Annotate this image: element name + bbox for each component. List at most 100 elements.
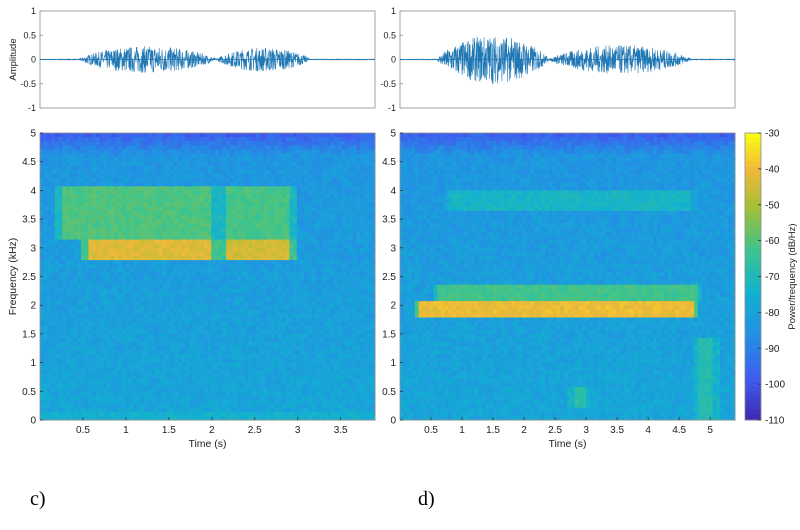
spectrogram-c-cell xyxy=(73,133,78,138)
spectrogram-c-cell xyxy=(293,313,298,318)
spectrogram-c-cell xyxy=(103,309,108,314)
spectrogram-c-cell xyxy=(248,288,253,294)
spectrogram-c-cell xyxy=(192,329,197,335)
spectrogram-c-cell xyxy=(222,399,227,404)
spectrogram-c-cell xyxy=(51,280,56,286)
spectrogram-c-cell xyxy=(95,297,100,302)
spectrogram-c-cell xyxy=(188,194,194,199)
spectrogram-c-cell xyxy=(84,387,89,392)
spectrogram-c-cell xyxy=(84,297,89,302)
spectrogram-c-cell xyxy=(281,333,287,339)
spectrogram-c-cell xyxy=(69,186,74,191)
spectrogram-c-cell xyxy=(155,219,160,224)
spectrogram-c-cell xyxy=(207,415,212,421)
spectrogram-c-cell xyxy=(47,202,52,208)
spectrogram-c-cell xyxy=(185,231,190,236)
spectrogram-c-cell xyxy=(267,133,272,138)
spectrogram-c-cell xyxy=(54,333,60,339)
spectrogram-c-cell xyxy=(218,260,223,265)
spectrogram-c-cell xyxy=(222,379,227,384)
spectrogram-c-cell xyxy=(159,313,164,318)
spectrogram-c-cell xyxy=(77,321,82,327)
spectrogram-c-cell xyxy=(170,243,175,249)
spectrogram-c-cell xyxy=(51,370,56,376)
spectrogram-c-cell xyxy=(229,165,234,171)
spectrogram-c-cell xyxy=(99,280,104,286)
spectrogram-c-cell xyxy=(73,391,78,396)
spectrogram-c-cell xyxy=(192,370,197,376)
spectrogram-c-cell xyxy=(84,305,89,310)
spectrogram-c-cell xyxy=(43,383,48,388)
spectrogram-c-cell xyxy=(200,391,205,396)
spectrogram-c-cell xyxy=(118,219,123,224)
spectrogram-c-cell xyxy=(188,235,194,240)
spectrogram-c-cell xyxy=(62,301,67,306)
spectrogram-c-cell xyxy=(229,387,234,392)
spectrogram-c-cell xyxy=(69,407,74,413)
spectrogram-c-cell xyxy=(196,227,201,232)
spectrogram-c-cell xyxy=(237,157,242,163)
spectrogram-c-cell xyxy=(62,186,67,191)
spectrogram-c-cell xyxy=(267,198,272,204)
spectrogram-c-cell xyxy=(241,260,246,265)
spectrogram-c-cell xyxy=(241,280,246,286)
spectrogram-c-cell xyxy=(181,415,186,421)
spectrogram-c-cell xyxy=(92,325,97,331)
spectrogram-c-cell xyxy=(177,161,182,167)
spectrogram-c-cell xyxy=(293,333,298,339)
spectrogram-c-cell xyxy=(84,292,89,298)
spectrogram-c-cell xyxy=(296,161,301,167)
spectrogram-c-cell xyxy=(151,354,156,359)
spectrogram-c-cell xyxy=(270,260,275,265)
spectrogram-c-cell xyxy=(62,210,67,216)
spectrogram-c-cell xyxy=(66,194,71,199)
spectrogram-c-cell xyxy=(296,354,301,359)
spectrogram-c-cell xyxy=(211,264,216,269)
spectrogram-c-cell xyxy=(88,395,93,400)
spectrogram-c-cell xyxy=(133,415,138,421)
spectrogram-c-cell xyxy=(77,198,82,204)
spectrogram-c-cell xyxy=(66,227,71,232)
spectrogram-c-cell xyxy=(218,301,223,306)
spectrogram-c-cell xyxy=(114,292,119,298)
spectrogram-c-cell xyxy=(80,301,86,306)
spectrogram-c-cell xyxy=(47,350,52,355)
spectrogram-c-cell xyxy=(54,202,60,208)
spectrogram-c-cell xyxy=(222,346,227,351)
spectrogram-c-cell xyxy=(177,313,182,318)
spectrogram-c-cell xyxy=(211,317,216,322)
spectrogram-c-cell xyxy=(218,165,223,171)
spectrogram-c-cell xyxy=(62,174,67,179)
spectrogram-c-cell xyxy=(203,149,208,154)
spectrogram-c-cell xyxy=(140,198,145,204)
spectrogram-c-cell xyxy=(73,362,78,368)
spectrogram-c-cell xyxy=(129,247,134,253)
spectrogram-c-cell xyxy=(69,206,74,212)
spectrogram-c-cell xyxy=(177,247,182,253)
spectrogram-c-cell xyxy=(118,202,123,208)
spectrogram-c-cell xyxy=(289,297,294,302)
spectrogram-c-cell xyxy=(252,149,257,154)
spectrogram-c-cell xyxy=(214,292,220,298)
spectrogram-c-cell xyxy=(95,333,100,339)
spectrogram-c-cell xyxy=(233,297,238,302)
spectrogram-c-cell xyxy=(174,411,179,417)
spectrogram-c-cell xyxy=(289,346,294,351)
spectrogram-c-cell xyxy=(43,260,48,265)
spectrogram-c-cell xyxy=(166,186,171,191)
spectrogram-c-cell xyxy=(229,399,234,404)
spectrogram-c-cell xyxy=(214,387,220,392)
spectrogram-c-cell xyxy=(133,366,138,372)
spectrogram-c-cell xyxy=(73,370,78,376)
spectrogram-c-cell xyxy=(181,325,186,331)
spectrogram-c-cell xyxy=(66,178,71,183)
spectrogram-c-cell xyxy=(203,329,208,335)
spectrogram-c-cell xyxy=(133,411,138,417)
spectrogram-c-cell xyxy=(293,321,298,327)
spectrogram-c-cell xyxy=(51,141,56,146)
spectrogram-c-cell xyxy=(211,145,216,150)
spectrogram-c-cell xyxy=(218,219,223,224)
spectrogram-c-cell xyxy=(281,182,287,187)
spectrogram-c-cell xyxy=(278,305,283,310)
spectrogram-c-cell xyxy=(159,370,164,376)
